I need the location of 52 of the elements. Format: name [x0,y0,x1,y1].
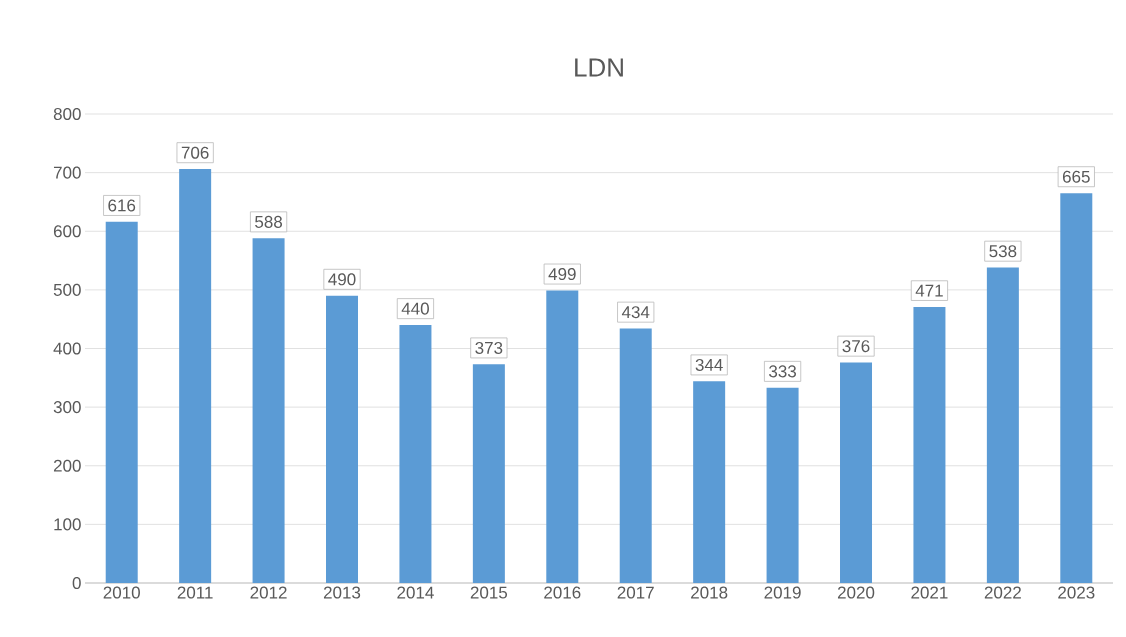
x-tick-label: 2022 [984,586,1021,599]
data-label: 434 [621,306,650,319]
x-tick-label: 2020 [837,586,875,599]
x-tick-label: 2010 [103,586,140,599]
data-label: 333 [769,365,797,378]
x-tick-label: 2016 [544,586,581,599]
x-tick-label: 2019 [764,586,801,599]
data-label: 538 [989,245,1017,258]
data-label: 490 [328,273,356,286]
x-tick-label: 2018 [691,586,728,599]
y-tick-label: 500 [53,283,81,296]
data-label: 376 [842,340,870,353]
chart-title: LDN [575,58,623,77]
x-tick-label: 2017 [617,586,654,599]
y-tick-label: 100 [54,518,81,531]
x-tick-label: 2015 [470,586,508,599]
y-tick-label: 700 [53,166,81,179]
x-tick-label: 2014 [397,586,434,599]
x-tick-label: 2013 [323,586,361,599]
data-label: 706 [181,146,209,159]
bar [619,328,652,583]
data-label: 373 [475,341,503,354]
bar [1060,193,1093,583]
x-tick-label: 2012 [250,586,287,599]
bar [105,221,138,583]
y-tick-label: 400 [53,342,81,355]
data-label: 616 [108,199,136,212]
x-tick-label: 2011 [177,586,213,599]
bar [252,238,285,583]
bar [326,295,358,583]
x-tick-label: 2023 [1058,586,1095,599]
bar [179,169,212,583]
data-label: 471 [915,284,943,297]
data-label: 665 [1062,170,1090,183]
y-tick-label: 0 [72,576,81,590]
data-label: 499 [548,268,576,281]
bar [913,306,946,583]
data-label: 440 [401,302,429,315]
data-label: 344 [695,358,723,371]
bar [693,381,726,583]
y-tick-label: 200 [53,459,81,472]
bar [986,267,1019,583]
x-tick-label: 2021 [911,586,948,599]
bar [546,290,579,583]
bar [840,362,873,583]
bar [399,325,432,583]
bar [472,364,505,583]
y-tick-label: 800 [53,107,81,121]
bar [766,387,799,583]
y-tick-label: 300 [53,401,81,414]
data-label: 588 [255,215,283,228]
y-tick-label: 600 [53,225,81,238]
